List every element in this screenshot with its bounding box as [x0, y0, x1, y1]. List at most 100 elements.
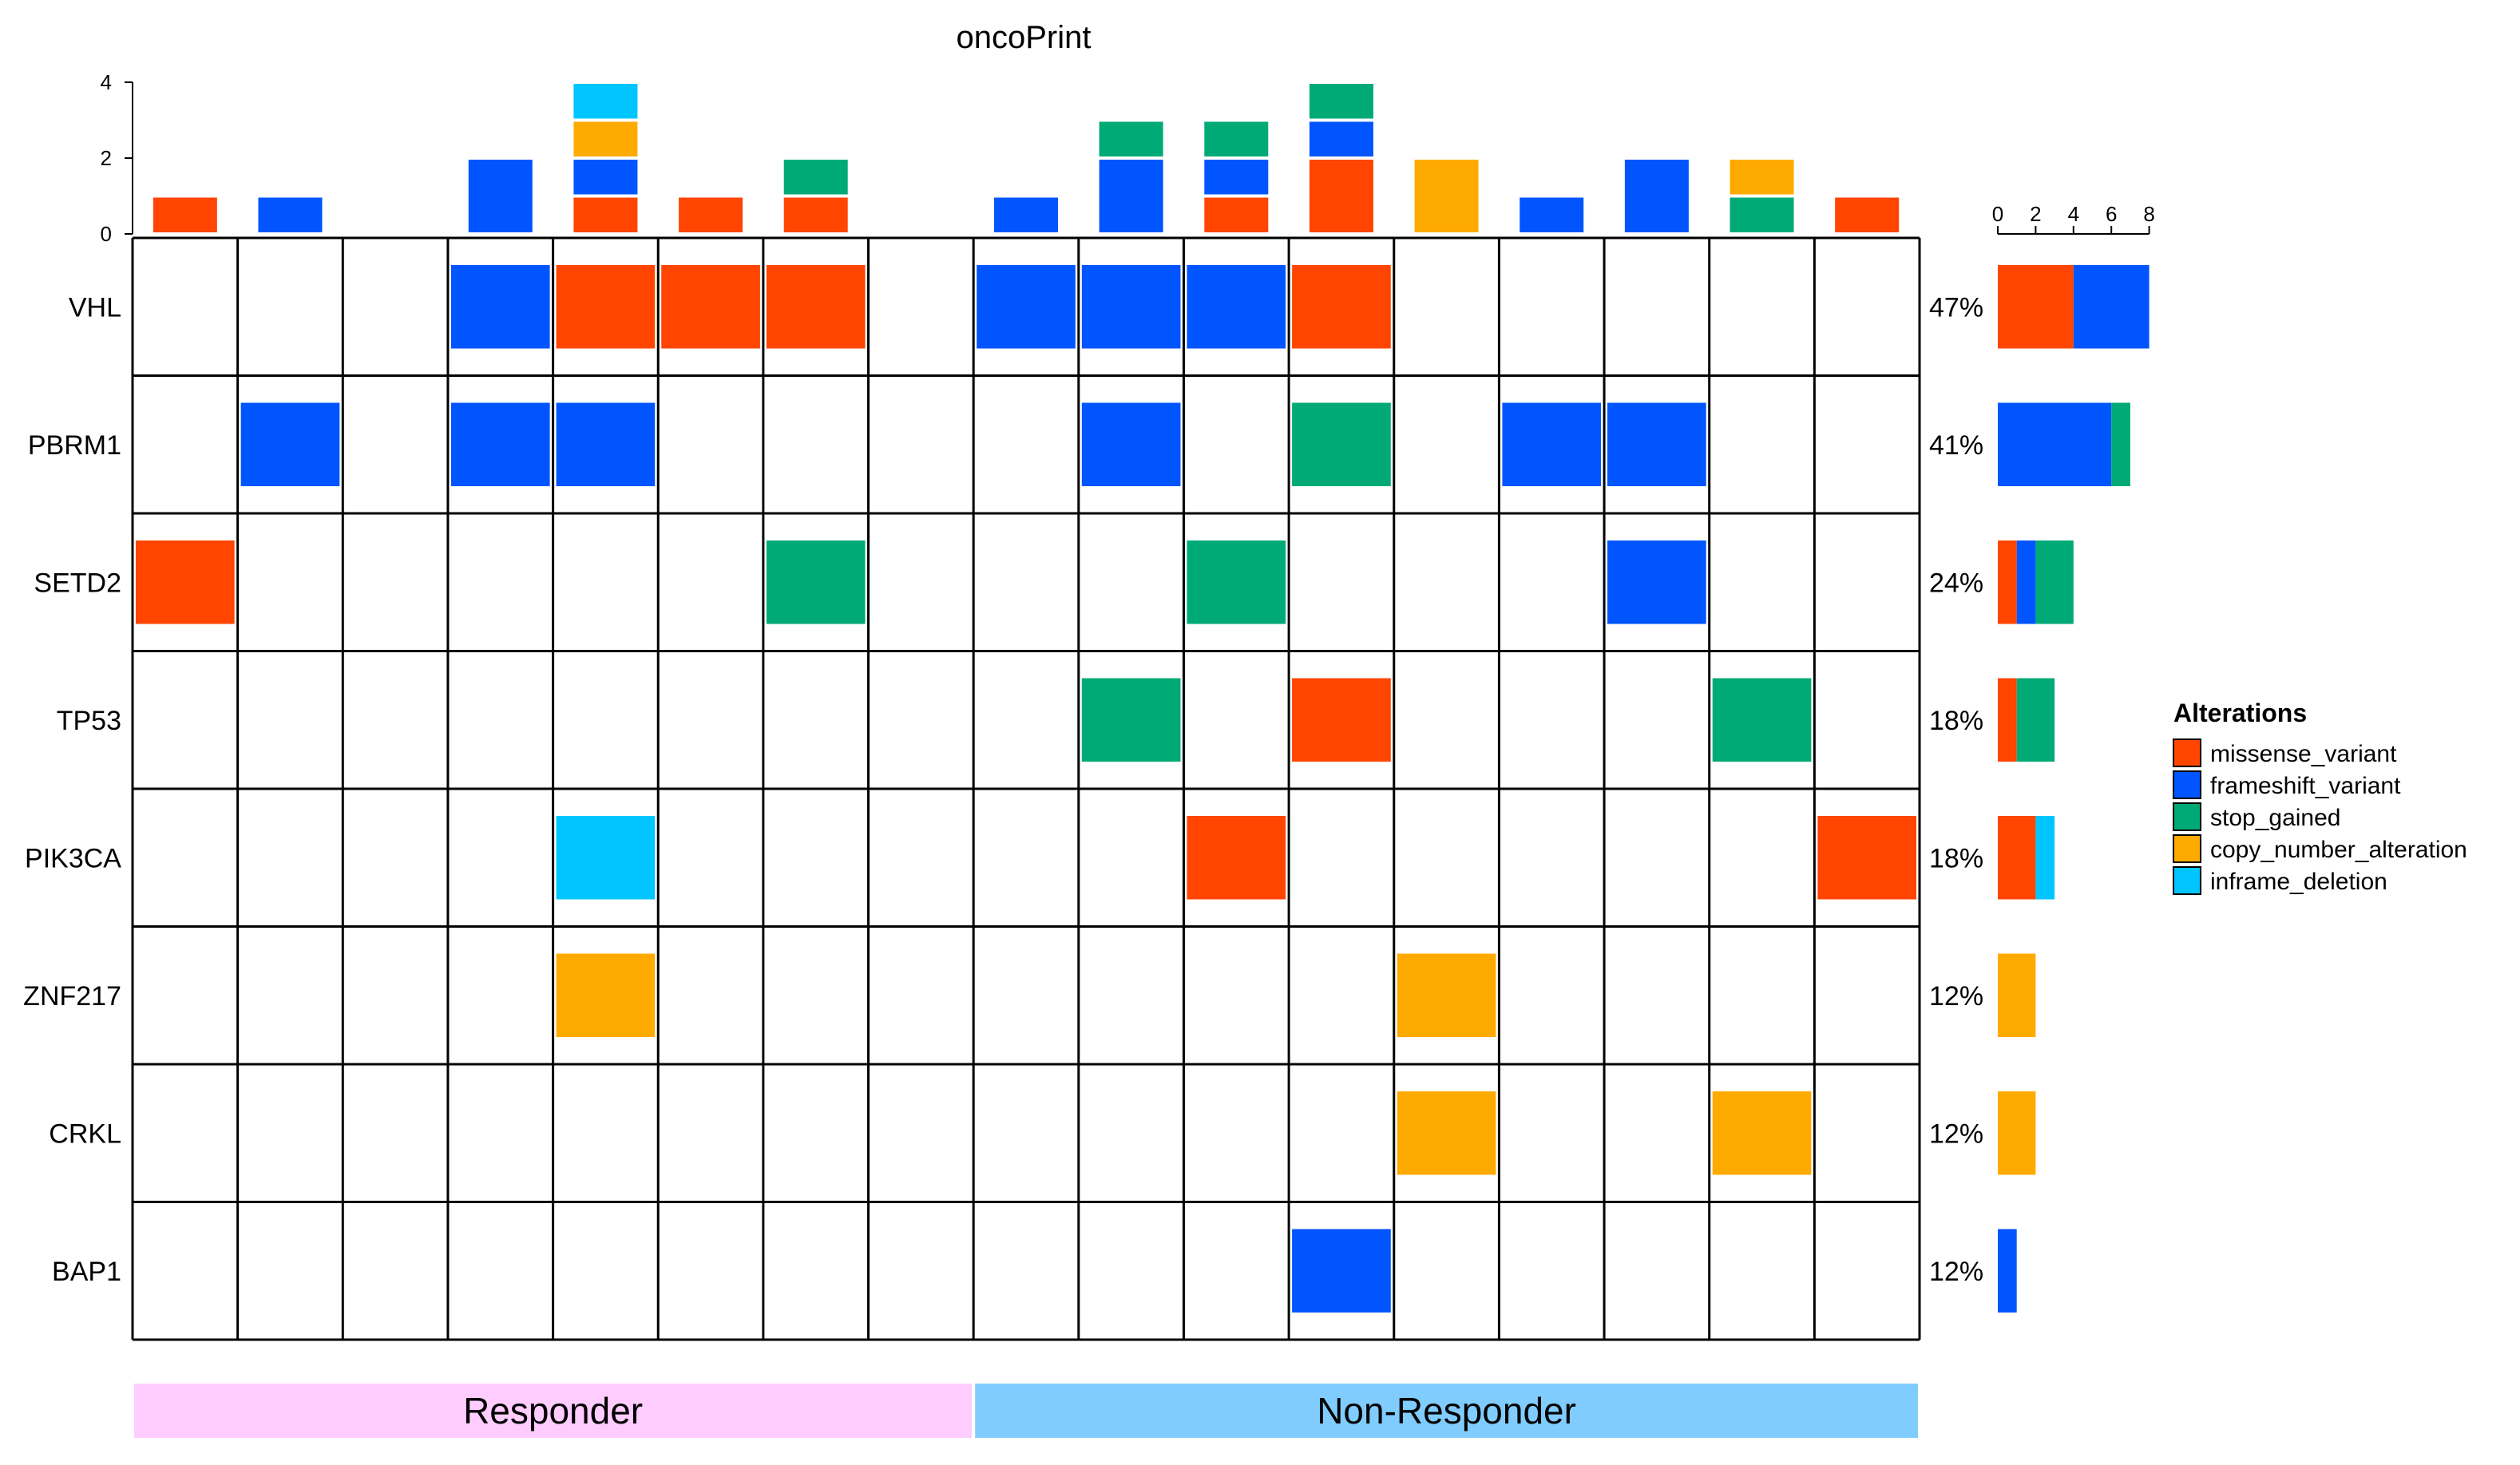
cell-PBRM1-5 — [556, 402, 656, 486]
gene-label-PBRM1: PBRM1 — [28, 430, 121, 461]
cell-PBRM1-2 — [240, 402, 340, 486]
right-axis: 0 2 4 6 8 — [1992, 202, 2155, 235]
top-bar-sample-12-stop_gained — [1309, 84, 1373, 119]
legend-label-frameshift_variant: frameshift_variant — [2210, 773, 2401, 799]
chart-title: oncoPrint — [957, 20, 1092, 55]
gene-label-TP53: TP53 — [57, 706, 121, 736]
legend-title: Alterations — [2173, 699, 2307, 727]
legend-swatch-frameshift_variant — [2173, 770, 2201, 799]
percent-label-SETD2: 24% — [1929, 568, 1983, 598]
top-bar-sample-12-missense_variant — [1309, 160, 1373, 232]
top-bar-sample-13-copy_number_alteration — [1414, 160, 1479, 232]
cell-VHL-11 — [1187, 265, 1286, 349]
top-bar-sample-11-missense_variant — [1204, 197, 1269, 232]
cell-PIK3CA-5 — [556, 816, 656, 900]
top-bar-sample-10-stop_gained — [1099, 121, 1163, 156]
cell-PIK3CA-11 — [1187, 816, 1286, 900]
cell-PBRM1-4 — [450, 402, 550, 486]
top-bar-sample-11-stop_gained — [1204, 121, 1269, 156]
top-bar-sample-4-frameshift_variant — [468, 160, 533, 232]
cell-ZNF217-5 — [556, 953, 656, 1037]
right-bar-BAP1-frameshift_variant — [1998, 1229, 2017, 1313]
legend-label-copy_number_alteration: copy_number_alteration — [2210, 837, 2467, 863]
right-axis-tick-label: 8 — [2143, 202, 2154, 226]
right-bar-PBRM1-frameshift_variant — [1998, 402, 2112, 486]
gene-label-BAP1: BAP1 — [52, 1257, 121, 1287]
top-bar-sample-15-frameshift_variant — [1624, 160, 1689, 232]
top-bar-sample-12-frameshift_variant — [1309, 121, 1373, 156]
cell-VHL-12 — [1292, 265, 1391, 349]
top-bar-sample-7-missense_variant — [783, 197, 848, 232]
group-bar-responder — [134, 1384, 973, 1438]
top-bar-sample-16-copy_number_alteration — [1730, 160, 1794, 195]
cell-VHL-5 — [556, 265, 656, 349]
cell-VHL-10 — [1081, 265, 1181, 349]
cell-SETD2-1 — [136, 540, 235, 624]
gene-label-VHL: VHL — [69, 292, 121, 323]
percent-label-ZNF217: 12% — [1929, 981, 1983, 1012]
group-label-responder: Responder — [463, 1390, 643, 1431]
cell-PIK3CA-17 — [1817, 816, 1916, 900]
top-bar-sample-14-frameshift_variant — [1520, 197, 1584, 232]
legend-swatch-missense_variant — [2173, 738, 2201, 767]
right-bar-SETD2-missense_variant — [1998, 540, 2017, 624]
group-bar-non-responder — [975, 1384, 1918, 1438]
cell-PBRM1-14 — [1502, 402, 1602, 486]
gene-label-ZNF217: ZNF217 — [23, 981, 121, 1012]
right-barplot — [1998, 265, 2150, 1313]
right-axis-tick-label: 2 — [2030, 202, 2041, 226]
top-bar-sample-9-frameshift_variant — [994, 197, 1058, 232]
group-annotation: Responder Non-Responder — [134, 1384, 1918, 1438]
top-axis-tick-label: 4 — [101, 70, 112, 94]
cell-VHL-6 — [661, 265, 760, 349]
legend-label-inframe_deletion: inframe_deletion — [2210, 869, 2387, 895]
top-axis-tick-label: 2 — [101, 146, 112, 170]
right-bar-ZNF217-copy_number_alteration — [1998, 953, 2036, 1037]
cell-SETD2-11 — [1187, 540, 1286, 624]
right-bar-TP53-stop_gained — [2016, 678, 2055, 762]
top-bar-sample-1-missense_variant — [153, 197, 217, 232]
right-bar-PIK3CA-missense_variant — [1998, 816, 2036, 900]
top-bar-sample-16-stop_gained — [1730, 197, 1794, 232]
cell-VHL-4 — [450, 265, 550, 349]
top-bar-sample-5-copy_number_alteration — [573, 121, 638, 156]
right-axis-tick-label: 0 — [1992, 202, 2003, 226]
top-bar-sample-5-missense_variant — [573, 197, 638, 232]
cell-VHL-9 — [977, 265, 1076, 349]
top-barplot — [153, 84, 1900, 232]
top-bar-sample-6-missense_variant — [679, 197, 743, 232]
top-axis-tick-label: 0 — [101, 222, 112, 246]
legend-swatch-inframe_deletion — [2173, 866, 2201, 895]
top-bar-sample-2-frameshift_variant — [258, 197, 323, 232]
gene-label-SETD2: SETD2 — [34, 568, 121, 598]
top-bar-sample-10-frameshift_variant — [1099, 160, 1163, 232]
right-bar-PBRM1-stop_gained — [2111, 402, 2130, 486]
right-bar-VHL-missense_variant — [1998, 265, 2074, 349]
legend-swatch-stop_gained — [2173, 802, 2201, 831]
cell-CRKL-13 — [1397, 1091, 1496, 1175]
right-bar-VHL-frameshift_variant — [2073, 265, 2150, 349]
top-bar-sample-7-stop_gained — [783, 160, 848, 195]
percent-label-TP53: 18% — [1929, 706, 1983, 736]
right-bar-SETD2-stop_gained — [2035, 540, 2074, 624]
top-bar-sample-17-missense_variant — [1835, 197, 1900, 232]
cell-PBRM1-15 — [1607, 402, 1706, 486]
right-bar-SETD2-frameshift_variant — [2016, 540, 2036, 624]
cell-TP53-10 — [1081, 678, 1181, 762]
percent-label-BAP1: 12% — [1929, 1257, 1983, 1287]
cell-BAP1-12 — [1292, 1229, 1391, 1313]
legend-label-missense_variant: missense_variant — [2210, 741, 2397, 767]
legend-label-stop_gained: stop_gained — [2210, 805, 2340, 831]
right-bar-CRKL-copy_number_alteration — [1998, 1091, 2036, 1175]
right-bar-TP53-missense_variant — [1998, 678, 2017, 762]
percent-label-PBRM1: 41% — [1929, 430, 1983, 461]
top-bar-sample-11-frameshift_variant — [1204, 160, 1269, 195]
right-bar-PIK3CA-inframe_deletion — [2035, 816, 2055, 900]
gene-labels: VHL PBRM1 SETD2 TP53 PIK3CA ZNF217 CRKL BAP1 — [23, 292, 121, 1287]
gene-label-CRKL: CRKL — [49, 1119, 121, 1149]
matrix-grid — [131, 236, 1921, 1341]
right-axis-tick-label: 4 — [2068, 202, 2079, 226]
top-axis: 0 2 4 — [101, 70, 133, 246]
percentage-labels: 47% 41% 24% 18% 18% 12% 12% 12% — [1929, 292, 1983, 1287]
